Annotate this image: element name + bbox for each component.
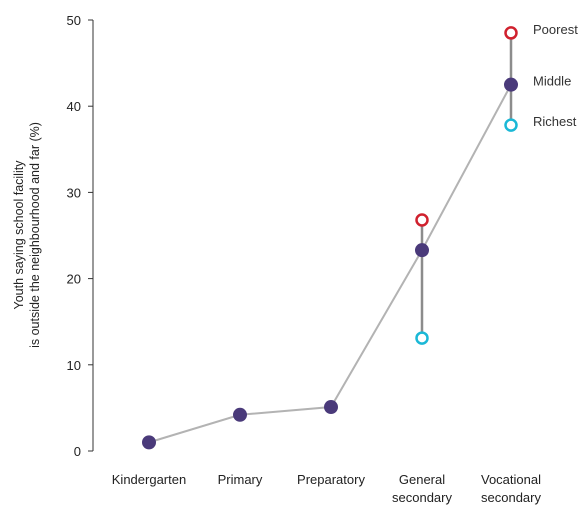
poorest-point [415,213,429,227]
y-tick-label: 0 [74,444,81,459]
y-tick-label: 50 [67,13,81,28]
y-tick-label: 40 [67,99,81,114]
richest-point [415,331,429,345]
y-axis-title-line-2: is outside the neighbourhood and far (%) [28,122,42,348]
axes: 0 10 20 30 40 50 Kindergarten Primary Preparator… [67,13,542,505]
x-tick-label-line: Preparatory [297,472,365,487]
trend-line [148,84,512,444]
markers [142,26,518,450]
x-tick-label: General secondary [392,472,452,505]
x-tick-label: Primary [218,472,263,487]
middle-point [142,435,156,450]
x-tick-label: Kindergarten [112,472,186,487]
middle-point [415,243,429,258]
middle-point [324,400,338,415]
y-tick-label: 10 [67,358,81,373]
x-tick-label-line: Vocational [481,472,541,487]
series-label-middle: Middle [533,74,571,89]
x-tick-label-line: Primary [218,472,263,487]
x-tick-label-line: General [399,472,445,487]
x-tick-label: Preparatory [297,472,365,487]
middle-series-line [148,84,512,444]
series-label-poorest: Poorest [533,22,578,37]
richest-point [504,118,518,132]
poorest-point [504,26,518,40]
series-labels: Middle Poorest Richest [533,22,578,129]
middle-point [233,407,247,422]
y-axis-title: Youth saying school facility is outside … [12,122,42,348]
x-tick-label: Vocational secondary [481,472,541,505]
y-tick-label: 30 [67,185,81,200]
y-axis-title-line-1: Youth saying school facility [12,160,26,310]
x-tick-label-line: secondary [481,490,541,505]
x-tick-label-line: secondary [392,490,452,505]
middle-point [504,77,518,92]
y-tick-label: 20 [67,272,81,287]
series-label-richest: Richest [533,114,577,129]
x-tick-label-line: Kindergarten [112,472,186,487]
range-lines [420,32,513,339]
